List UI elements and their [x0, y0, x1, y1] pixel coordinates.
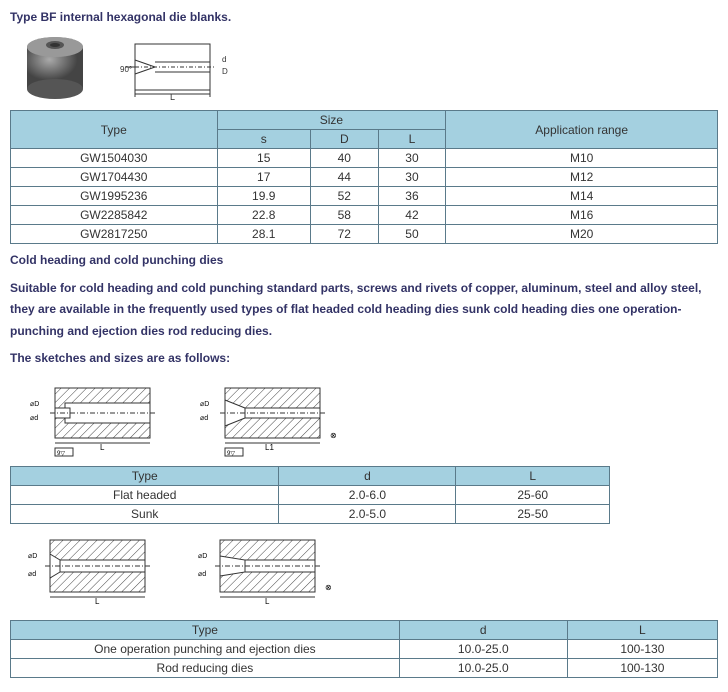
- flat-headed-die-icon: ⌀D ⌀d L 9▽: [20, 378, 170, 458]
- svg-text:L: L: [95, 597, 100, 606]
- svg-text:⌀D: ⌀D: [198, 553, 207, 560]
- page-title: Type BF internal hexagonal die blanks.: [10, 10, 718, 24]
- svg-text:⌀d: ⌀d: [198, 571, 206, 578]
- svg-text:9▽: 9▽: [57, 451, 65, 457]
- punching-die-icon: ⌀D ⌀d L: [20, 532, 170, 612]
- svg-text:L: L: [265, 597, 270, 606]
- th-L: L: [378, 130, 446, 149]
- svg-text:⌀d: ⌀d: [200, 415, 208, 422]
- description: Suitable for cold heading and cold punch…: [10, 278, 718, 343]
- diagram-row-2: ⌀D ⌀d L 9▽ ⌀D ⌀d L1 9▽ ⊗: [20, 378, 718, 458]
- table-row: Flat headed2.0-6.025-60: [11, 485, 610, 504]
- th-type: Type: [11, 111, 218, 149]
- table-3: Type d L One operation punching and ejec…: [10, 620, 718, 678]
- diagram-row-3: ⌀D ⌀d L ⌀D ⌀d L ⊗: [20, 532, 718, 612]
- svg-text:L1: L1: [265, 443, 274, 452]
- table-1: Type Size Application range s D L GW1504…: [10, 110, 718, 244]
- svg-text:⌀D: ⌀D: [200, 401, 209, 408]
- svg-text:L: L: [100, 443, 105, 452]
- rod-reducing-die-icon: ⌀D ⌀d L ⊗: [190, 532, 340, 612]
- svg-text:D: D: [222, 67, 228, 76]
- table-row: Sunk2.0-5.025-50: [11, 504, 610, 523]
- svg-text:9▽: 9▽: [227, 451, 235, 457]
- svg-text:⌀d: ⌀d: [28, 571, 36, 578]
- th-type: Type: [11, 466, 279, 485]
- th-L: L: [567, 620, 717, 639]
- th-L: L: [456, 466, 610, 485]
- th-size: Size: [217, 111, 446, 130]
- table-row: GW228584222.85842M16: [11, 206, 718, 225]
- svg-text:d: d: [222, 55, 226, 64]
- th-d: d: [279, 466, 456, 485]
- tech-drawing-1-icon: 90° L d D: [110, 32, 230, 102]
- table-row: Rod reducing dies10.0-25.0100-130: [11, 658, 718, 677]
- section-title-2: Cold heading and cold punching dies: [10, 250, 718, 272]
- table-row: GW199523619.95236M14: [11, 187, 718, 206]
- table-row: GW1504030154030M10: [11, 149, 718, 168]
- svg-text:⌀D: ⌀D: [30, 401, 39, 408]
- th-d: d: [399, 620, 567, 639]
- th-type: Type: [11, 620, 400, 639]
- svg-text:⊗: ⊗: [330, 431, 337, 440]
- sunk-die-icon: ⌀D ⌀d L1 9▽ ⊗: [190, 378, 340, 458]
- svg-text:⌀d: ⌀d: [30, 415, 38, 422]
- svg-text:⊗: ⊗: [325, 583, 332, 592]
- table-row: GW281725028.17250M20: [11, 225, 718, 244]
- table-2: Type d L Flat headed2.0-6.025-60 Sunk2.0…: [10, 466, 610, 524]
- th-s: s: [217, 130, 310, 149]
- cylinder-3d-icon: [20, 32, 90, 102]
- diagram-row-1: 90° L d D: [20, 32, 718, 102]
- section-title-3: The sketches and sizes are as follows:: [10, 348, 718, 370]
- th-D: D: [310, 130, 378, 149]
- th-app: Application range: [446, 111, 718, 149]
- svg-text:90°: 90°: [120, 65, 132, 74]
- svg-text:⌀D: ⌀D: [28, 553, 37, 560]
- table-row: One operation punching and ejection dies…: [11, 639, 718, 658]
- table-row: GW1704430174430M12: [11, 168, 718, 187]
